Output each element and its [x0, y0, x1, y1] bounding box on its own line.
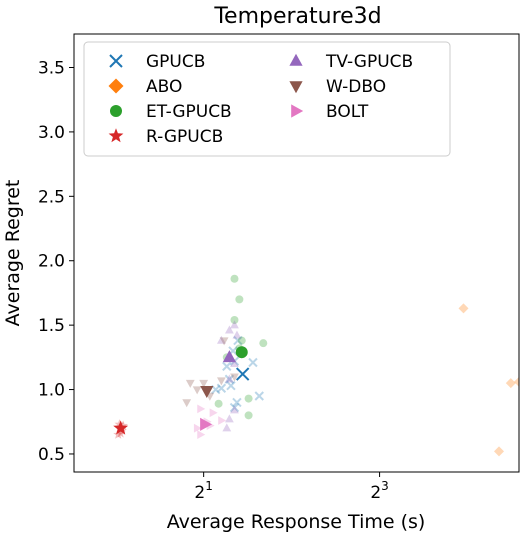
- tv-gpucb-legend-marker: [289, 53, 303, 66]
- w-dbo-run-point: [216, 377, 226, 386]
- tv-gpucb-run-point: [232, 330, 242, 339]
- legend-label-w-dbo: W-DBO: [326, 77, 386, 97]
- legend-label-abo: ABO: [146, 77, 182, 97]
- gpucb-run-point: [233, 335, 243, 346]
- abo-run-point: [514, 376, 519, 387]
- bolt-mean-point: [200, 417, 213, 431]
- abo-legend-marker: [108, 78, 124, 94]
- plot-frame: [73, 33, 520, 473]
- bolt-run-point: [193, 423, 202, 433]
- legend-box: [83, 41, 451, 157]
- et-gpucb-run-point: [235, 295, 244, 304]
- tv-gpucb-run-point: [225, 325, 234, 334]
- bolt-run-point: [197, 404, 206, 414]
- w-dbo-run-point: [230, 373, 239, 382]
- gpucb-run-point: [248, 357, 258, 368]
- x-axis-title: Average Response Time (s): [167, 511, 426, 533]
- y-tick-label: 1.5: [38, 316, 65, 336]
- w-dbo-run-point: [185, 379, 195, 388]
- gpucb-run-point: [232, 397, 242, 408]
- y-tick-label: 2.0: [38, 252, 65, 272]
- w-dbo-run-point: [192, 386, 202, 395]
- et-gpucb-legend-marker: [110, 105, 122, 117]
- legend-label-et-gpucb: ET-GPUCB: [146, 102, 232, 122]
- x-tick-label: 23: [370, 479, 388, 503]
- tv-gpucb-run-point: [230, 405, 239, 414]
- bolt-run-point: [218, 416, 227, 425]
- legend-label-r-gpucb: R-GPUCB: [146, 127, 223, 147]
- tv-gpucb-run-point: [222, 423, 232, 432]
- y-tick-label: 3.5: [38, 58, 65, 78]
- w-dbo-run-point: [219, 337, 229, 346]
- et-gpucb-run-point: [230, 315, 239, 324]
- abo-run-point: [458, 303, 469, 314]
- tv-gpucb-run-point: [225, 414, 234, 423]
- bolt-run-point: [197, 430, 206, 440]
- legend-label-bolt: BOLT: [326, 102, 369, 122]
- et-gpucb-run-point: [244, 394, 253, 403]
- r-gpucb-legend-marker: [108, 128, 124, 143]
- gpucb-run-point: [226, 380, 236, 391]
- r-gpucb-run-point: [113, 429, 124, 439]
- w-dbo-mean-point: [200, 386, 214, 399]
- r-gpucb-mean-point: [113, 420, 129, 435]
- tv-gpucb-mean-point: [222, 350, 237, 363]
- tv-gpucb-run-point: [225, 374, 234, 383]
- gpucb-run-point: [216, 383, 227, 393]
- tv-gpucb-run-point: [230, 320, 239, 329]
- y-tick-label: 2.5: [38, 187, 65, 207]
- axes: 0.51.01.52.02.53.03.5212325: [38, 58, 389, 503]
- et-gpucb-run-point: [244, 411, 253, 420]
- bolt-legend-marker: [291, 104, 304, 118]
- w-dbo-legend-marker: [289, 81, 303, 94]
- gpucb-run-point: [211, 384, 221, 395]
- gpucb-mean-point: [235, 367, 250, 381]
- plot-area: [113, 274, 519, 457]
- et-gpucb-mean-point: [235, 346, 248, 359]
- y-tick-label: 3.0: [38, 123, 65, 143]
- r-gpucb-run-point: [115, 428, 126, 438]
- legend-label-tv-gpucb: TV-GPUCB: [325, 52, 413, 72]
- y-tick-label: 0.5: [38, 445, 65, 465]
- w-dbo-run-point: [182, 399, 192, 408]
- chart-title: Temperature3d: [213, 4, 381, 29]
- abo-run-point: [505, 378, 516, 389]
- x-tick-label: 21: [194, 479, 212, 503]
- gpucb-run-point: [222, 361, 232, 372]
- gpucb-run-point: [254, 391, 264, 401]
- et-gpucb-run-point: [214, 399, 223, 408]
- y-axis-title: Average Regret: [2, 180, 24, 327]
- tv-gpucb-run-point: [230, 358, 239, 367]
- gpucb-legend-marker: [109, 54, 123, 68]
- et-gpucb-run-point: [237, 336, 246, 345]
- et-gpucb-run-point: [230, 274, 239, 283]
- gpucb-run-point: [229, 402, 240, 413]
- et-gpucb-run-point: [259, 339, 268, 348]
- y-tick-label: 1.0: [38, 381, 65, 401]
- legend: GPUCB ABO ET-GPUCB R-GPUCB TV-GPUCB W-DBO BOLT: [83, 41, 451, 157]
- bolt-run-point: [209, 408, 218, 418]
- w-dbo-run-point: [199, 379, 209, 388]
- r-gpucb-run-point: [118, 420, 128, 430]
- tv-gpucb-run-point: [216, 335, 226, 344]
- abo-run-point: [493, 446, 504, 457]
- gpucb-run-point: [224, 374, 235, 384]
- legend-label-gpucb: GPUCB: [146, 52, 205, 72]
